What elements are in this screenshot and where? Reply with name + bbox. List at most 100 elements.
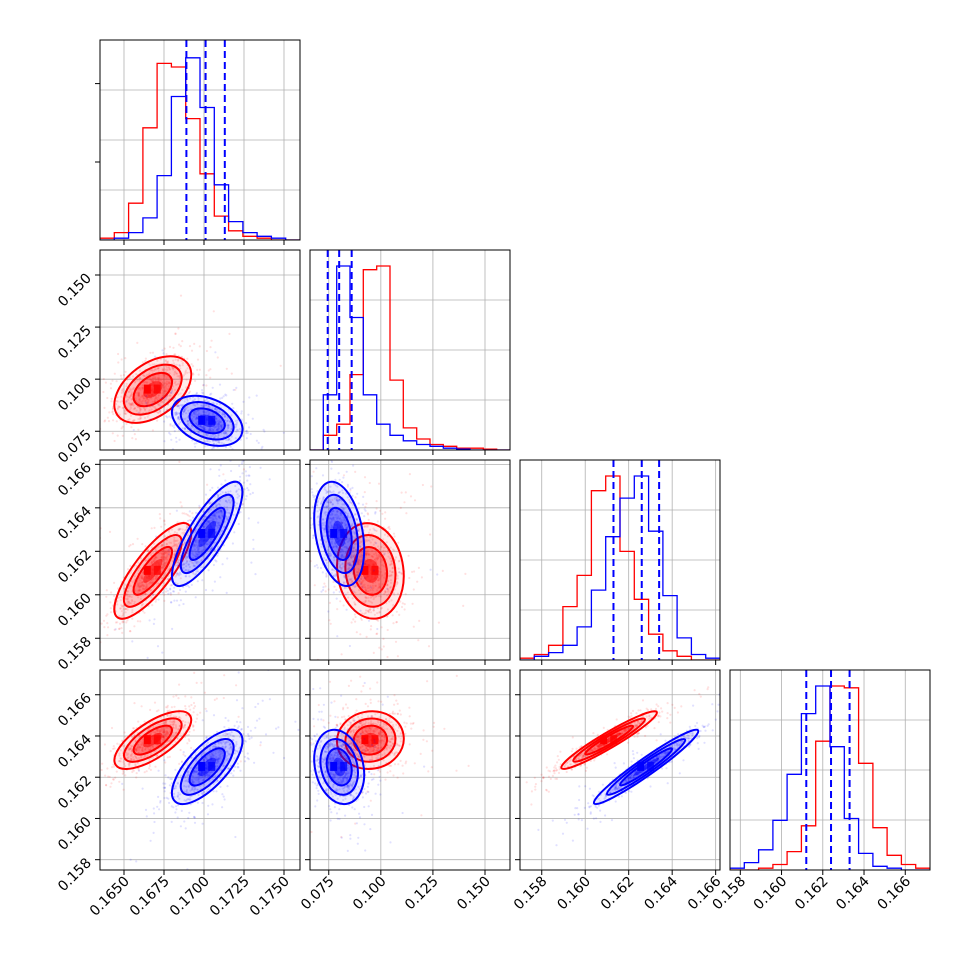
scatter-point [177, 416, 180, 419]
scatter-point [363, 525, 366, 529]
scatter-point [164, 359, 167, 362]
scatter-point [364, 588, 367, 591]
scatter-point [111, 432, 114, 435]
scatter-point [325, 489, 328, 492]
scatter-point [195, 717, 198, 720]
scatter-point [346, 525, 349, 528]
scatter-point [331, 538, 334, 541]
scatter-point [140, 603, 143, 606]
scatter-point [142, 587, 145, 590]
scatter-point [126, 619, 129, 622]
scatter-point [193, 411, 196, 414]
scatter-point [164, 733, 168, 736]
scatter-point [245, 495, 248, 498]
scatter-point [320, 590, 323, 593]
scatter-point [129, 404, 132, 407]
scatter-point [369, 608, 372, 611]
scatter-point [155, 577, 158, 580]
scatter-point [250, 561, 253, 564]
scatter-point [157, 598, 160, 601]
scatter-point [108, 530, 112, 534]
scatter-point [168, 394, 171, 397]
scatter-point [237, 715, 240, 718]
scatter-point [376, 632, 379, 635]
scatter-point [344, 576, 347, 580]
scatter-point [148, 582, 151, 585]
scatter-point [218, 503, 222, 506]
scatter-point [223, 432, 226, 435]
scatter-point [348, 587, 351, 590]
scatter-point [192, 399, 195, 402]
scatter-point [177, 405, 180, 408]
scatter-point [141, 604, 144, 607]
scatter-point [214, 351, 217, 354]
scatter-point [327, 526, 330, 529]
scatter-point [167, 549, 170, 552]
scatter-point [166, 538, 169, 542]
scatter-point [154, 765, 157, 768]
scatter-point [160, 566, 163, 569]
scatter-point [161, 400, 164, 403]
scatter-point [206, 519, 209, 523]
scatter-point [326, 548, 329, 552]
scatter-point [186, 556, 189, 559]
scatter-point [202, 404, 205, 407]
scatter-point [121, 406, 124, 410]
scatter-point [142, 571, 145, 574]
scatter-point [121, 388, 125, 391]
scatter-point [363, 515, 366, 518]
scatter-point [152, 405, 155, 408]
scatter-point [162, 555, 165, 559]
scatter-point [224, 431, 227, 434]
scatter-point [367, 596, 370, 599]
scatter-point [162, 557, 165, 560]
scatter-point [280, 422, 282, 424]
scatter-point [162, 734, 165, 737]
scatter-point [352, 572, 355, 575]
scatter-point [170, 601, 173, 604]
scatter-point [345, 573, 348, 576]
scatter-point [326, 505, 329, 508]
scatter-point [139, 597, 142, 601]
scatter-point [198, 561, 201, 564]
scatter-point [126, 601, 129, 604]
scatter-point [174, 370, 177, 373]
scatter-point [167, 360, 170, 363]
scatter-point [378, 585, 381, 588]
scatter-point [153, 368, 157, 371]
scatter-point [152, 542, 156, 545]
scatter-point [156, 411, 160, 414]
scatter-point [223, 415, 227, 418]
scatter-point [138, 398, 141, 401]
scatter-point [325, 540, 328, 544]
scatter-point [246, 452, 248, 454]
scatter-point [388, 527, 391, 531]
scatter-point [170, 713, 173, 716]
scatter-point [337, 553, 340, 556]
scatter-point [221, 413, 224, 416]
scatter-point [360, 560, 363, 563]
scatter-point [225, 500, 228, 503]
scatter-point [131, 581, 135, 584]
scatter-point [235, 421, 239, 424]
scatter-point [185, 390, 188, 393]
panel-grid [310, 250, 510, 450]
scatter-point [358, 589, 361, 592]
scatter-point [319, 502, 323, 506]
scatter-point [171, 367, 174, 370]
scatter-point [221, 491, 224, 494]
scatter-point [151, 745, 154, 748]
scatter-point [340, 521, 343, 524]
scatter-point [135, 748, 138, 751]
scatter-point [15, 769, 17, 771]
scatter-point [174, 733, 177, 736]
scatter-point [196, 545, 199, 548]
scatter-point [156, 645, 160, 648]
scatter-point [201, 559, 204, 562]
scatter-point [141, 738, 144, 741]
scatter-point [242, 481, 246, 484]
scatter-point [335, 498, 338, 501]
scatter-point [137, 392, 140, 395]
scatter-point [154, 559, 157, 562]
scatter-point [140, 705, 143, 708]
